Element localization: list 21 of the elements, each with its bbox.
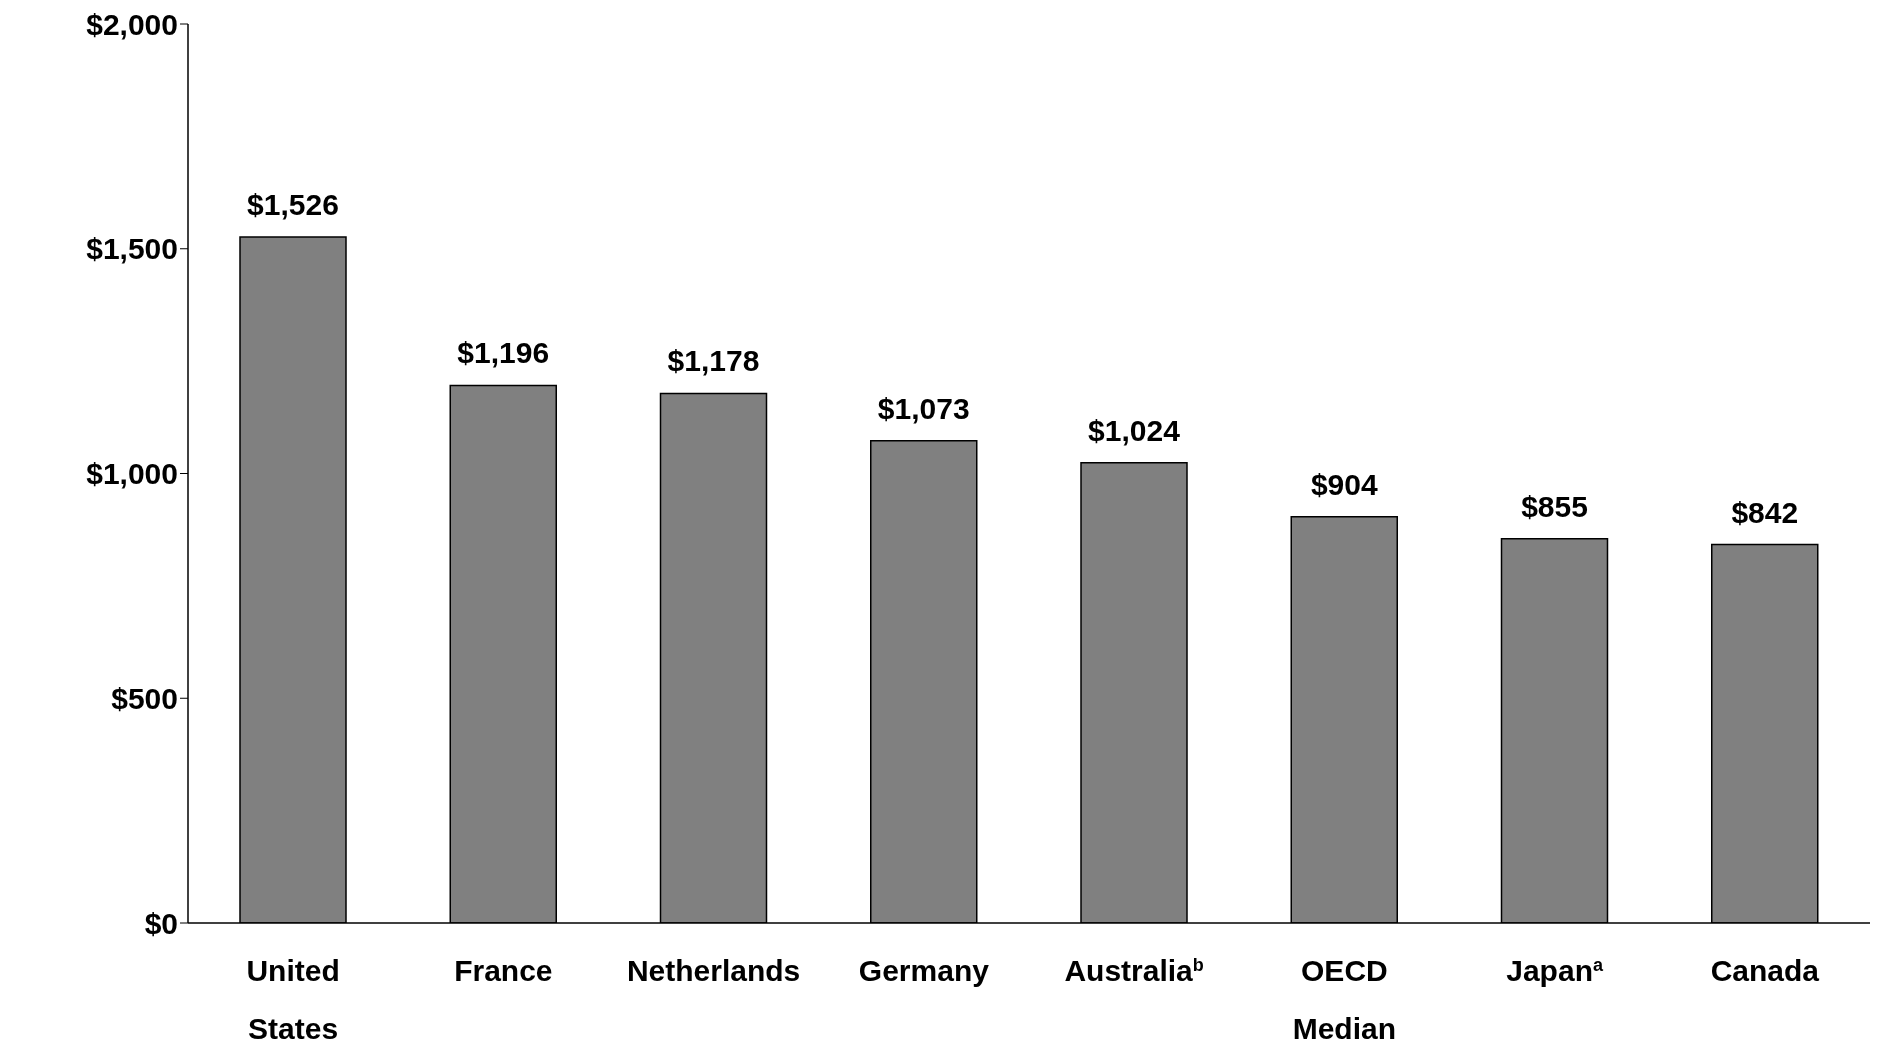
data-label: $1,196 — [457, 336, 550, 370]
x-tick-label: Germany — [858, 954, 990, 987]
x-tick-label: United States — [246, 954, 340, 1045]
x-tick-label: Japan$^{a}$ — [1506, 954, 1604, 987]
x-tick-label: Australia$^{b}$ — [1064, 954, 1204, 987]
y-tick-label: $500 — [111, 681, 178, 715]
y-tick-label: $2,000 — [86, 7, 178, 41]
y-tick-label: $1,000 — [86, 457, 178, 491]
data-label: $855 — [1521, 489, 1588, 523]
data-label: $904 — [1310, 467, 1378, 501]
data-label: $1,073 — [877, 391, 970, 425]
data-label: $1,178 — [667, 344, 760, 378]
y-tick-label: $1,500 — [86, 232, 178, 266]
data-label: $842 — [1731, 495, 1799, 529]
x-tick-label: OECD Median — [1292, 954, 1397, 1045]
x-tick-label: Canada — [1710, 954, 1820, 987]
data-label: $1,024 — [1088, 413, 1181, 447]
data-label: $1,526 — [247, 188, 339, 222]
y-tick-label: $0 — [144, 906, 178, 940]
x-tick-label: Netherlands — [626, 954, 801, 987]
x-tick-label: France — [454, 954, 553, 987]
